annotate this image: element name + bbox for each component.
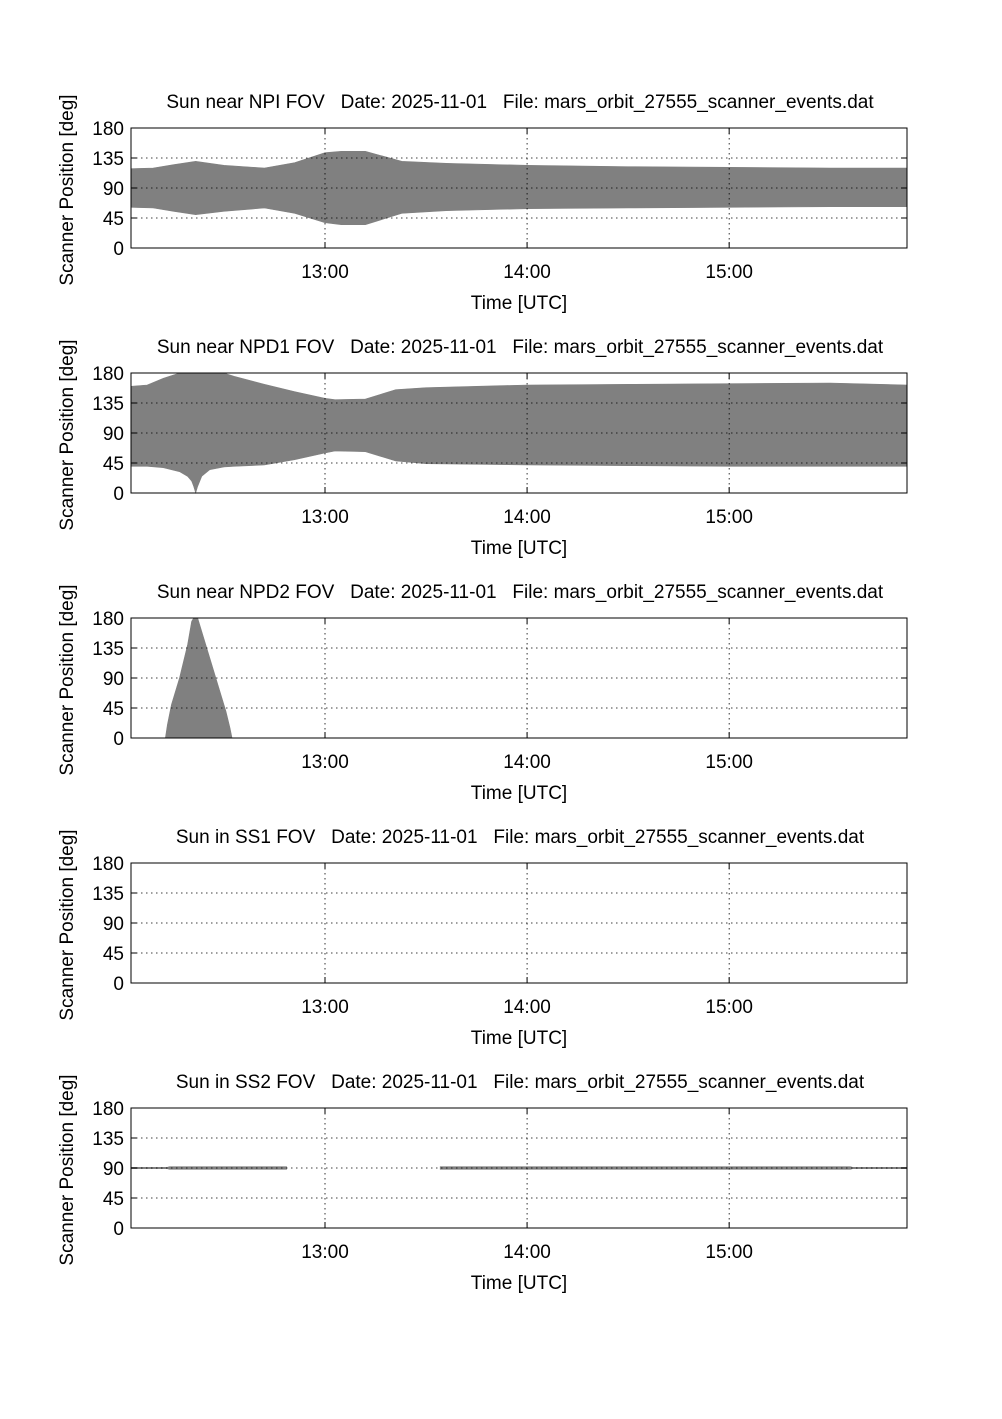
y-tick-label: 180 xyxy=(92,364,124,385)
y-tick-label: 180 xyxy=(92,1099,124,1120)
chart-title: Sun near NPD2 FOV Date: 2025-11-01 File:… xyxy=(157,582,884,603)
x-tick-label: 14:00 xyxy=(503,997,551,1018)
y-tick-label: 45 xyxy=(103,1189,124,1210)
chart-title: Sun in SS1 FOV Date: 2025-11-01 File: ma… xyxy=(176,827,865,848)
y-axis-label: Scanner Position [deg] xyxy=(57,829,78,1020)
y-tick-label: 135 xyxy=(92,149,124,170)
sun-fov-band-1 xyxy=(130,1166,287,1170)
y-tick-label: 135 xyxy=(92,884,124,905)
y-tick-label: 90 xyxy=(103,1159,124,1180)
x-tick-label: 15:00 xyxy=(705,1242,753,1263)
x-axis-label: Time [UTC] xyxy=(471,293,567,314)
chart-panel-4: Sun in SS1 FOV Date: 2025-11-01 File: ma… xyxy=(57,827,908,1049)
x-tick-label: 13:00 xyxy=(301,507,349,528)
y-tick-label: 90 xyxy=(103,914,124,935)
y-tick-label: 135 xyxy=(92,1129,124,1150)
y-tick-label: 45 xyxy=(103,944,124,965)
y-tick-label: 180 xyxy=(92,119,124,140)
y-tick-label: 135 xyxy=(92,639,124,660)
x-tick-label: 13:00 xyxy=(301,1242,349,1263)
y-tick-label: 45 xyxy=(103,454,124,475)
x-tick-label: 15:00 xyxy=(705,262,753,283)
y-tick-label: 135 xyxy=(92,394,124,415)
y-tick-label: 0 xyxy=(113,974,124,995)
y-tick-label: 90 xyxy=(103,179,124,200)
y-tick-label: 180 xyxy=(92,609,124,630)
y-tick-label: 90 xyxy=(103,424,124,445)
x-tick-label: 13:00 xyxy=(301,752,349,773)
x-tick-label: 13:00 xyxy=(301,997,349,1018)
x-axis-label: Time [UTC] xyxy=(471,1028,567,1049)
y-axis-label: Scanner Position [deg] xyxy=(57,1074,78,1265)
y-axis-label: Scanner Position [deg] xyxy=(57,584,78,775)
x-tick-label: 14:00 xyxy=(503,1242,551,1263)
chart-title: Sun in SS2 FOV Date: 2025-11-01 File: ma… xyxy=(176,1072,865,1093)
y-tick-label: 45 xyxy=(103,699,124,720)
x-tick-label: 15:00 xyxy=(705,997,753,1018)
x-tick-label: 13:00 xyxy=(301,262,349,283)
y-axis-label: Scanner Position [deg] xyxy=(57,94,78,285)
x-tick-label: 14:00 xyxy=(503,262,551,283)
x-axis-label: Time [UTC] xyxy=(471,538,567,559)
x-axis-label: Time [UTC] xyxy=(471,1273,567,1294)
y-tick-label: 45 xyxy=(103,209,124,230)
y-axis-label: Scanner Position [deg] xyxy=(57,339,78,530)
chart-title: Sun near NPI FOV Date: 2025-11-01 File: … xyxy=(166,92,874,113)
y-tick-label: 90 xyxy=(103,669,124,690)
x-tick-label: 15:00 xyxy=(705,507,753,528)
chart-panel-5: Sun in SS2 FOV Date: 2025-11-01 File: ma… xyxy=(57,1072,908,1294)
chart-panel-1: Sun near NPI FOV Date: 2025-11-01 File: … xyxy=(57,92,908,314)
y-tick-label: 0 xyxy=(113,729,124,750)
chart-panel-3: Sun near NPD2 FOV Date: 2025-11-01 File:… xyxy=(57,582,908,804)
chart-title: Sun near NPD1 FOV Date: 2025-11-01 File:… xyxy=(157,337,884,358)
x-tick-label: 14:00 xyxy=(503,507,551,528)
y-tick-label: 0 xyxy=(113,484,124,505)
chart-panel-2: Sun near NPD1 FOV Date: 2025-11-01 File:… xyxy=(57,337,908,559)
y-tick-label: 0 xyxy=(113,239,124,260)
x-tick-label: 15:00 xyxy=(705,752,753,773)
y-tick-label: 180 xyxy=(92,854,124,875)
x-tick-label: 14:00 xyxy=(503,752,551,773)
y-tick-label: 0 xyxy=(113,1219,124,1240)
x-axis-label: Time [UTC] xyxy=(471,783,567,804)
